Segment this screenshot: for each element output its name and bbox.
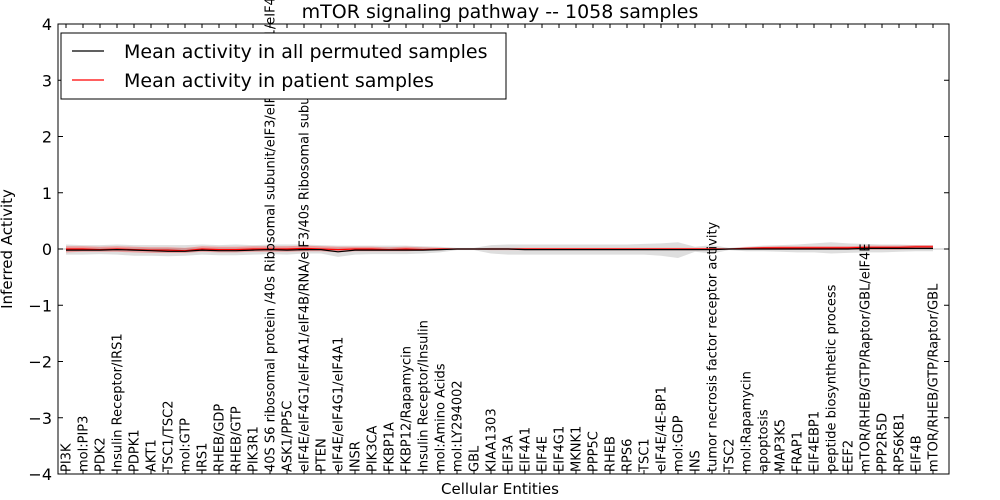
x-tick-label: RHEB [604,436,619,472]
x-tick-label: PI3K [60,443,75,472]
x-tick-label: INSR [349,441,364,472]
x-tick-label: PPP5C [587,431,602,472]
y-axis-label: Inferred Activity [0,189,16,309]
x-tick-label: FRAP1 [791,431,806,472]
x-tick-label: KIAA1303 [485,408,500,472]
x-tick-label: mol:GDP [672,415,687,472]
x-tick-label: FKBP1A [383,422,398,472]
x-tick-label: EIF4G1 [553,426,568,472]
x-tick-label: AKT1 [145,439,160,472]
x-tick-label: GBL [468,445,483,472]
x-tick-label: EIF4E [536,436,551,472]
x-tick-label: PDK2 [94,437,109,472]
x-tick-label: tumor necrosis factor receptor activity [706,221,721,472]
x-tick-label: INS [689,450,704,472]
lines-layer [66,246,933,253]
x-tick-label: mTOR/RHEB/GTP/Raptor/GBL/eIF4E [859,244,874,473]
chart-title: mTOR signaling pathway -- 1058 samples [302,1,699,23]
y-tick-label: 3 [42,71,52,90]
x-tick-label: PIK3CA [366,425,381,472]
y-tick-label: −1 [28,296,52,315]
series-line-permuted [66,247,933,253]
legend-box [60,32,507,100]
x-tick-label: eIF4E/eIF4G1/eIF4A1 [332,337,347,472]
x-tick-label: Insulin Receptor/Insulin [417,320,432,472]
x-tick-label: TSC1/TSC2 [162,401,177,473]
x-tick-label: PDPK1 [128,430,143,473]
x-tick-label: MAP3K5 [774,419,789,472]
x-tick-label: PPP2R5D [876,413,891,472]
x-tick-label: mTOR/RHEB/GTP/Raptor/GBL [927,283,942,472]
legend-label-patient: Mean activity in patient samples [124,70,434,92]
x-tick-label: apoptosis [757,409,772,472]
x-tick-label: TSC1 [638,438,653,473]
y-tick-label: 0 [42,240,52,259]
x-tick-label: EIF4B [910,435,925,472]
x-tick-label: mol:Amino Acids [434,363,449,472]
x-tick-label: mol:Rapamycin [740,371,755,472]
x-tick-label: MKNK1 [570,426,585,472]
y-tick-label: −3 [28,409,52,428]
x-tick-label: Insulin Receptor/IRS1 [111,333,126,472]
x-tick-label: EIF4EBP1 [808,411,823,472]
x-tick-label: RPS6KB1 [893,413,908,472]
x-tick-label: peptide biosynthetic process [825,284,840,472]
x-tick-label: mol:LY294002 [451,380,466,472]
y-tick-label: 4 [42,15,52,34]
y-tick-label: 1 [42,184,52,203]
y-tick-label: 2 [42,128,52,147]
y-axis: −4 −3 −2 −1 0 1 2 3 4 [28,15,949,484]
x-tick-label: 40S S6 ribosomal protein /40s Ribosomal … [264,0,279,472]
x-tick-label: ASK1/PP5C [281,401,296,472]
x-axis: PI3K mol:PIP3 PDK2 Insulin Receptor/IRS1 PDP… [60,0,942,474]
x-tick-label: EEF2 [842,440,857,472]
y-tick-label: −2 [28,353,52,372]
x-tick-label: mol:GTP [179,418,194,472]
y-tick-label: −4 [28,465,52,484]
x-tick-label: TSC2 [723,438,738,473]
x-tick-label: mol:PIP3 [77,416,92,472]
x-tick-label: FKBP12/Rapamycin [400,346,415,472]
x-tick-label: IRS1 [196,443,211,472]
x-tick-label: RHEB/GTP [230,406,245,472]
legend: Mean activity in all permuted samples Me… [60,32,507,100]
x-tick-label: eIF4E/eIF4G1/eIF4A1/eIF4B/RNA/eIF3/40s R… [298,80,313,472]
x-tick-label: RPS6 [621,439,636,472]
legend-label-permuted: Mean activity in all permuted samples [124,41,487,63]
x-tick-label: PIK3R1 [247,426,262,472]
x-tick-label: EIF4A1 [519,427,534,472]
x-tick-label: eIF4E/4E-BP1 [655,386,670,472]
x-tick-label: PTEN [315,438,330,472]
x-axis-label: Cellular Entities [441,480,559,498]
x-tick-label: EIF3A [502,435,517,472]
x-tick-label: RHEB/GDP [213,404,228,472]
